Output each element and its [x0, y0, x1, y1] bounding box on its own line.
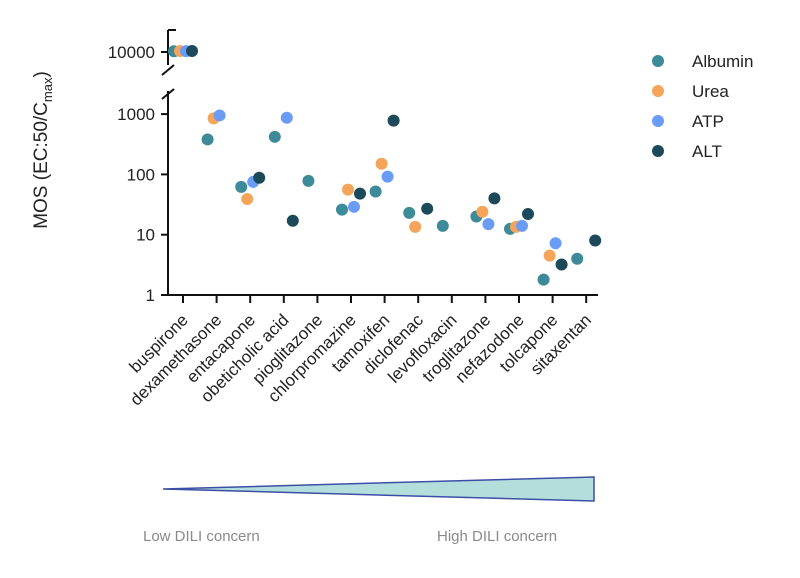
y-tick-label: 10 [136, 226, 155, 245]
y-tick-label: 10000 [108, 43, 155, 62]
data-point [543, 249, 556, 262]
legend-marker [652, 55, 664, 67]
dili-gradient-indicator: Low DILI concern High DILI concern [143, 476, 595, 545]
dili-concern-wedge [162, 476, 595, 502]
data-point [280, 111, 293, 124]
data-point [268, 130, 281, 143]
legend: Albumin Urea ATP ALT [652, 52, 753, 161]
data-point [342, 183, 354, 196]
data-point [555, 258, 568, 271]
data-point [403, 206, 416, 219]
y-tick-label: 1 [146, 286, 155, 305]
axis-break-mark [161, 88, 175, 100]
y-tick-label: 1000 [117, 105, 155, 124]
data-point [369, 185, 382, 198]
data-point [186, 44, 198, 57]
data-point [516, 219, 528, 232]
data-point [348, 200, 360, 213]
data-point [387, 114, 400, 127]
data-point [375, 157, 388, 170]
data-point [409, 220, 422, 233]
data-point [476, 205, 489, 218]
y-axis: 1 10 100 1000 10000 [108, 29, 176, 305]
data-point [235, 180, 248, 193]
high-dili-label: High DILI concern [437, 528, 557, 545]
y-tick-label: 100 [127, 165, 155, 184]
data-point [241, 193, 254, 206]
data-point [201, 133, 214, 146]
legend-marker [652, 115, 664, 127]
data-point [482, 218, 495, 231]
data-point [522, 208, 534, 221]
legend-label: ATP [692, 112, 724, 131]
legend-marker [652, 85, 664, 97]
data-point [549, 237, 562, 250]
low-dili-label: Low DILI concern [143, 528, 260, 545]
legend-label: Urea [692, 82, 729, 101]
y-axis-title: MOS (EC:50/Cmax) [31, 71, 55, 229]
legend-label: ALT [692, 142, 722, 161]
data-point [381, 170, 394, 183]
data-point [436, 219, 449, 232]
data-point [488, 192, 501, 205]
axis-break-mark [161, 64, 175, 76]
data-point [336, 203, 348, 216]
data-point [213, 109, 226, 122]
data-point [421, 202, 434, 215]
data-point [302, 174, 315, 187]
legend-marker [652, 145, 664, 157]
legend-label: Albumin [692, 52, 753, 71]
data-point [253, 171, 266, 184]
data-point [571, 252, 584, 265]
x-axis: buspironedexamethasoneentacaponeobeticho… [126, 294, 598, 409]
data-point [354, 187, 366, 200]
data-point [589, 234, 602, 247]
data-points [168, 44, 602, 286]
data-point [286, 214, 299, 227]
data-point [537, 273, 550, 286]
